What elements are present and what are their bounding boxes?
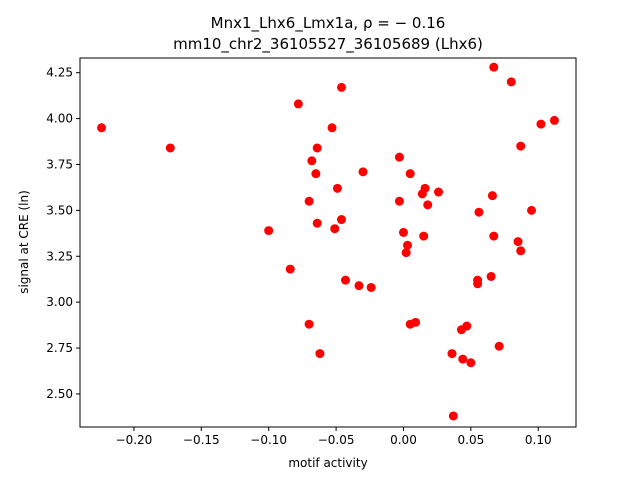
data-point [419, 231, 429, 241]
data-point [486, 271, 496, 281]
data-point [366, 282, 376, 292]
x-tick-label: 0.00 [390, 433, 417, 447]
data-point [398, 227, 408, 237]
data-point [311, 169, 321, 179]
y-axis-label: signal at CRE (ln) [17, 190, 31, 294]
data-point [487, 191, 497, 201]
x-axis-label: motif activity [288, 456, 367, 470]
chart-title-line2: mm10_chr2_36105527_36105689 (Lhx6) [173, 35, 483, 54]
data-point [315, 349, 325, 359]
y-axis-ticks: 2.50 2.75 3.00 3.25 3.50 3.75 4.00 4.25 [46, 66, 80, 401]
data-point [307, 156, 317, 166]
data-point [97, 123, 107, 133]
data-point [341, 275, 351, 285]
data-point [165, 143, 175, 153]
x-tick-label: −0.05 [318, 433, 355, 447]
data-point [423, 200, 433, 210]
data-point [354, 281, 364, 291]
chart-title-line1: Mnx1_Lhx6_Lmx1a, ρ = − 0.16 [211, 14, 446, 33]
data-point [434, 187, 444, 197]
data-point [474, 207, 484, 217]
data-point [332, 183, 342, 193]
x-tick-label: 0.05 [458, 433, 485, 447]
data-point [506, 77, 516, 87]
data-point [327, 123, 337, 133]
data-point [403, 240, 413, 250]
data-point [330, 224, 340, 234]
data-point [411, 317, 421, 327]
x-tick-label: 0.10 [525, 433, 552, 447]
data-point [473, 275, 483, 285]
data-point [312, 143, 322, 153]
y-tick-label: 3.25 [46, 249, 73, 263]
data-point [264, 226, 274, 236]
data-point [516, 141, 526, 151]
data-point [536, 119, 546, 129]
y-tick-label: 3.75 [46, 157, 73, 171]
data-point [304, 196, 314, 206]
data-point [304, 319, 314, 329]
data-point [462, 321, 472, 331]
data-point [489, 62, 499, 72]
data-point [312, 218, 322, 228]
data-point [285, 264, 295, 274]
x-axis-ticks: −0.20 −0.15 −0.10 −0.05 0.00 0.05 0.10 [116, 427, 552, 447]
data-point [394, 196, 404, 206]
data-point [516, 246, 526, 256]
x-tick-label: −0.15 [183, 433, 220, 447]
y-tick-label: 4.00 [46, 112, 73, 126]
data-point [394, 152, 404, 162]
y-tick-label: 3.50 [46, 203, 73, 217]
data-point [358, 167, 368, 177]
data-point [466, 358, 476, 368]
y-tick-label: 4.25 [46, 66, 73, 80]
data-point [513, 237, 523, 247]
data-point [458, 354, 468, 364]
data-point [489, 231, 499, 241]
data-point [494, 341, 504, 351]
x-tick-label: −0.10 [250, 433, 287, 447]
data-point [336, 215, 346, 225]
x-tick-label: −0.20 [116, 433, 153, 447]
data-point [401, 248, 411, 258]
y-tick-label: 2.75 [46, 341, 73, 355]
data-point [549, 115, 559, 125]
data-point [293, 99, 303, 109]
data-point [405, 169, 415, 179]
data-points [97, 62, 559, 421]
data-point [336, 82, 346, 92]
y-tick-label: 2.50 [46, 387, 73, 401]
data-point [448, 411, 458, 421]
data-point [527, 205, 537, 215]
plot-frame [79, 57, 577, 428]
y-tick-label: 3.00 [46, 295, 73, 309]
data-point [420, 183, 430, 193]
data-point [447, 349, 457, 359]
